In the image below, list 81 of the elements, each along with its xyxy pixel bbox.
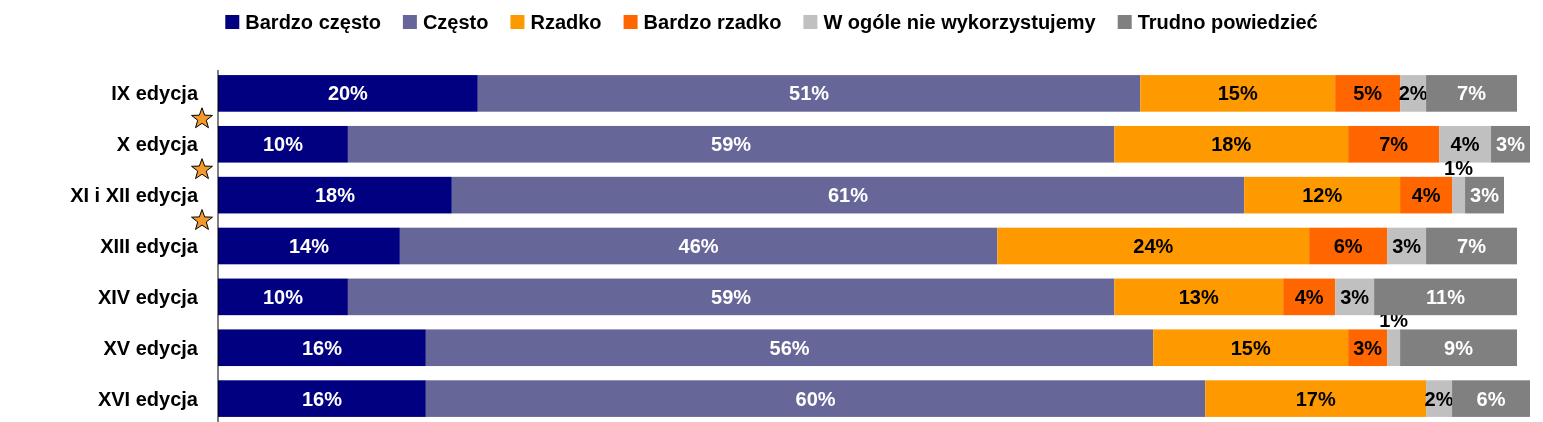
bar xyxy=(1205,380,1427,417)
data-label: 56% xyxy=(769,336,810,359)
data-label: 7% xyxy=(1457,235,1487,257)
bar xyxy=(1426,227,1518,265)
data-label: 4% xyxy=(1450,133,1480,156)
data-label: 24% xyxy=(1133,235,1174,257)
data-label: 4% xyxy=(1411,184,1441,207)
y-tick-label: XIV edycja xyxy=(97,285,199,308)
data-label: 15% xyxy=(1230,336,1271,359)
data-label: 7% xyxy=(1457,82,1487,105)
data-label: 4% xyxy=(1294,285,1324,308)
bar xyxy=(1114,125,1349,163)
bar xyxy=(425,380,1206,417)
bar xyxy=(218,125,348,163)
data-label: 6% xyxy=(1333,235,1363,257)
data-label: 61% xyxy=(828,184,869,207)
bar xyxy=(218,329,426,367)
bar xyxy=(347,278,1115,316)
bar xyxy=(997,227,1310,265)
y-tick-label: XIII edycja xyxy=(100,235,199,257)
data-label: 14% xyxy=(288,235,330,257)
data-label: 16% xyxy=(301,336,343,359)
data-label: 3% xyxy=(1340,285,1370,308)
bar xyxy=(1153,329,1349,367)
data-label: 3% xyxy=(1496,133,1526,156)
data-label: 5% xyxy=(1353,82,1383,105)
bar xyxy=(347,125,1115,163)
bar xyxy=(1114,278,1284,316)
data-label: 18% xyxy=(1211,133,1252,156)
legend-label: Często xyxy=(422,11,489,33)
data-label: 11% xyxy=(1426,285,1466,308)
bar xyxy=(477,75,1141,112)
bar xyxy=(1452,176,1466,214)
data-label: 10% xyxy=(262,285,304,308)
data-label: 59% xyxy=(711,285,752,308)
data-label: 3% xyxy=(1353,336,1383,359)
y-tick-label: IX edycja xyxy=(111,82,199,105)
bar xyxy=(399,227,998,265)
y-tick-label: XVI edycja xyxy=(97,387,199,410)
bar xyxy=(218,75,478,112)
bar xyxy=(451,176,1245,214)
legend-label: Bardzo rzadko xyxy=(643,11,782,33)
y-tick-label: XV edycja xyxy=(103,336,199,359)
data-label: 3% xyxy=(1470,184,1500,207)
bar xyxy=(218,380,426,417)
data-label: 46% xyxy=(678,235,719,257)
y-tick-label: X edycja xyxy=(116,133,199,156)
bar xyxy=(425,329,1154,367)
legend-label: Rzadko xyxy=(530,11,602,33)
data-label: 51% xyxy=(789,82,830,105)
bar xyxy=(1374,278,1518,316)
bar xyxy=(218,176,452,214)
data-label: 60% xyxy=(795,387,836,410)
bar xyxy=(1140,75,1336,112)
bar xyxy=(1426,75,1518,112)
data-label: 13% xyxy=(1178,285,1219,308)
legend-label: Trudno powiedzieć xyxy=(1137,11,1318,33)
data-label: 20% xyxy=(327,82,369,105)
data-label: 17% xyxy=(1295,387,1336,410)
legend-label: W ogóle nie wykorzystujemy xyxy=(823,11,1097,33)
y-tick-label: XI i XII edycja xyxy=(70,184,199,207)
legend-label: Bardzo często xyxy=(245,11,381,33)
bar xyxy=(1452,380,1530,417)
data-label: 7% xyxy=(1379,133,1409,156)
data-label: 15% xyxy=(1217,82,1258,105)
data-label: 16% xyxy=(301,387,343,410)
data-label: 18% xyxy=(314,184,356,207)
data-label: 3% xyxy=(1392,235,1422,257)
data-label: 10% xyxy=(262,133,304,156)
bar xyxy=(1244,176,1401,214)
data-label: 59% xyxy=(711,133,752,156)
data-label: 12% xyxy=(1302,184,1343,207)
data-label: 6% xyxy=(1476,387,1506,410)
data-label: 1% xyxy=(1444,156,1474,179)
bar xyxy=(1387,329,1401,367)
bar xyxy=(218,278,348,316)
bar xyxy=(218,227,400,265)
bar xyxy=(1348,125,1440,163)
bar xyxy=(1335,75,1401,112)
data-label: 9% xyxy=(1444,336,1474,359)
bar xyxy=(1400,329,1518,367)
